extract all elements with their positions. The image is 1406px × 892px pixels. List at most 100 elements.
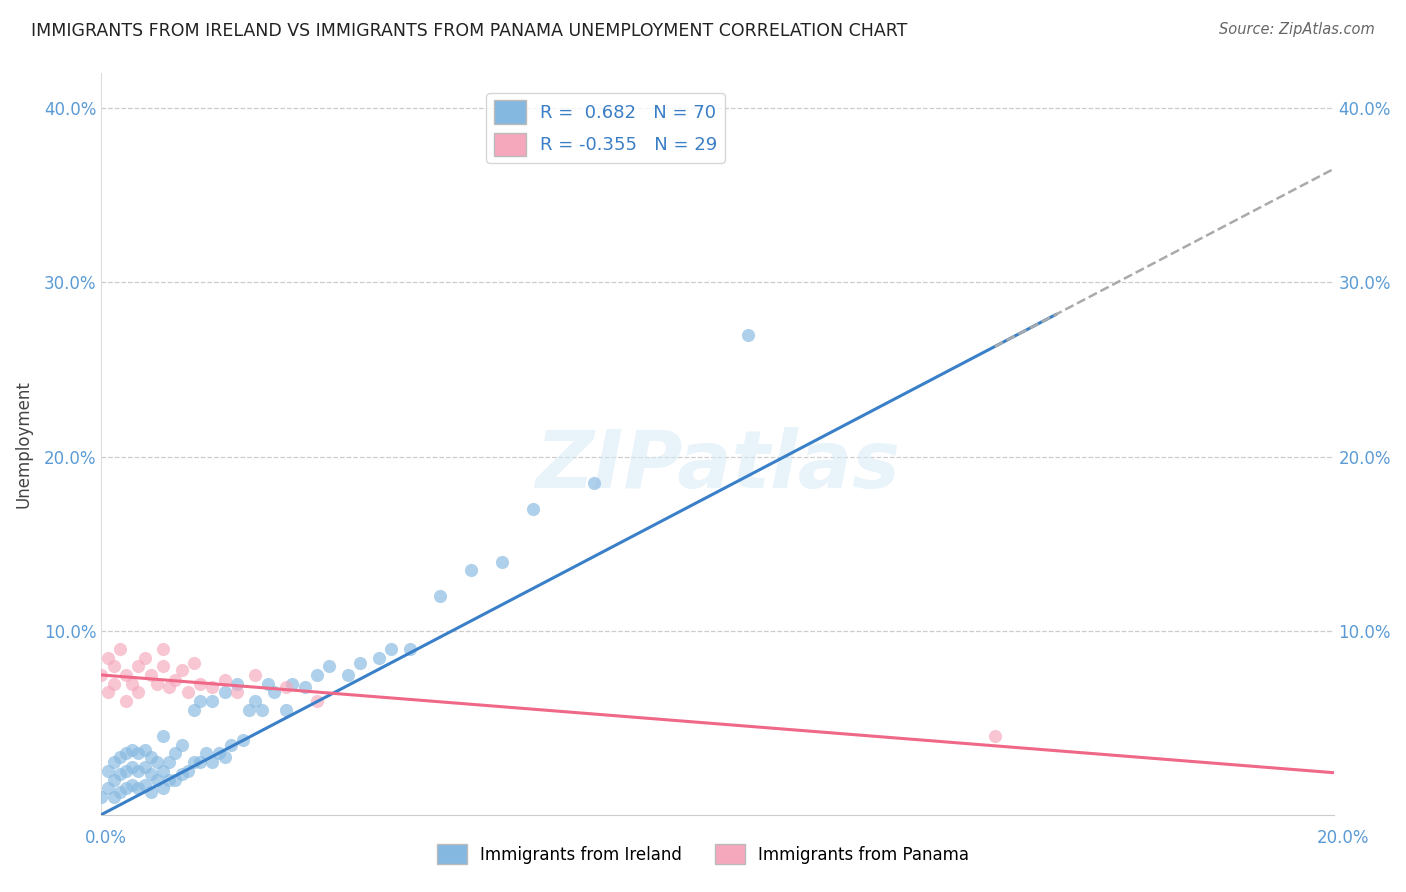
Point (522, 502, 544, 516)
Point (281, 676, 304, 690)
Point (97, 764, 120, 778)
Point (165, 747, 187, 761)
Point (188, 755, 211, 769)
Point (201, 680, 224, 694)
Point (429, 590, 451, 604)
Point (170, 767, 193, 781)
Legend: R =  0.682   N = 70, R = -0.355   N = 29: R = 0.682 N = 70, R = -0.355 N = 29 (486, 93, 725, 163)
Point (307, 694, 329, 708)
Point (183, 703, 205, 717)
Point (238, 703, 260, 717)
Point (121, 778, 143, 792)
Point (134, 743, 156, 757)
Point (367, 650, 389, 665)
Point (170, 663, 193, 677)
Text: ZIPatlas: ZIPatlas (536, 427, 900, 505)
Point (139, 767, 162, 781)
Point (318, 659, 340, 673)
Point (245, 668, 267, 682)
Point (90, 790, 112, 805)
Point (398, 641, 420, 656)
Point (157, 755, 180, 769)
Point (108, 785, 131, 799)
Point (103, 790, 125, 805)
Point (121, 743, 143, 757)
Point (121, 676, 143, 690)
Text: 20.0%: 20.0% (1316, 829, 1369, 847)
Point (108, 767, 131, 781)
Point (250, 703, 273, 717)
Point (152, 659, 174, 673)
Point (276, 703, 298, 717)
Point (103, 772, 125, 787)
Point (97, 650, 120, 665)
Point (195, 747, 218, 761)
Point (90, 668, 112, 682)
Point (103, 676, 125, 690)
Point (583, 476, 606, 491)
Point (219, 738, 242, 752)
Point (121, 760, 143, 774)
Point (380, 641, 402, 656)
Point (146, 676, 169, 690)
Point (188, 694, 211, 708)
Point (103, 755, 125, 769)
Point (139, 750, 162, 764)
Point (127, 685, 149, 699)
Point (152, 781, 174, 796)
Point (232, 732, 254, 747)
Text: 0.0%: 0.0% (84, 829, 127, 847)
Point (214, 750, 236, 764)
Point (256, 676, 278, 690)
Point (127, 659, 149, 673)
Point (276, 680, 298, 694)
Point (115, 764, 138, 778)
Point (188, 676, 211, 690)
Point (207, 747, 229, 761)
Point (165, 673, 187, 688)
Text: IMMIGRANTS FROM IRELAND VS IMMIGRANTS FROM PANAMA UNEMPLOYMENT CORRELATION CHART: IMMIGRANTS FROM IRELAND VS IMMIGRANTS FR… (31, 22, 907, 40)
Y-axis label: Unemployment: Unemployment (15, 380, 32, 508)
Point (460, 563, 482, 577)
Point (165, 772, 187, 787)
Point (108, 641, 131, 656)
Text: Source: ZipAtlas.com: Source: ZipAtlas.com (1219, 22, 1375, 37)
Point (307, 668, 329, 682)
Point (201, 694, 224, 708)
Point (183, 656, 205, 670)
Point (170, 738, 193, 752)
Point (245, 694, 267, 708)
Point (115, 781, 138, 796)
Point (152, 729, 174, 743)
Point (152, 641, 174, 656)
Point (491, 555, 513, 569)
Point (152, 764, 174, 778)
Point (115, 668, 138, 682)
Point (134, 650, 156, 665)
Point (157, 680, 180, 694)
Point (115, 694, 138, 708)
Point (134, 760, 156, 774)
Point (127, 747, 149, 761)
Point (226, 685, 249, 699)
Point (127, 781, 149, 796)
Legend: Immigrants from Ireland, Immigrants from Panama: Immigrants from Ireland, Immigrants from… (430, 838, 976, 871)
Point (157, 772, 180, 787)
Point (134, 778, 156, 792)
Point (183, 755, 205, 769)
Point (146, 755, 169, 769)
Point (97, 685, 120, 699)
Point (737, 327, 759, 342)
Point (103, 659, 125, 673)
Point (177, 685, 200, 699)
Point (226, 676, 249, 690)
Point (214, 673, 236, 688)
Point (139, 785, 162, 799)
Point (177, 764, 200, 778)
Point (115, 747, 138, 761)
Point (201, 755, 224, 769)
Point (263, 685, 285, 699)
Point (108, 750, 131, 764)
Point (97, 781, 120, 796)
Point (294, 680, 316, 694)
